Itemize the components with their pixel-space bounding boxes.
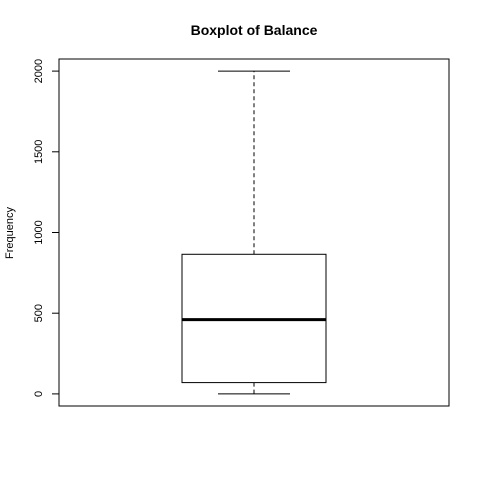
y-tick-label-2000: 2000 bbox=[33, 59, 45, 83]
y-tick-label-1000: 1000 bbox=[33, 220, 45, 244]
y-axis: 0 500 1000 1500 2000 bbox=[33, 59, 60, 397]
box-group bbox=[181, 70, 327, 395]
y-tick-label-500: 500 bbox=[33, 304, 45, 322]
y-axis-label: Frequency bbox=[4, 207, 16, 259]
y-tick-label-0: 0 bbox=[33, 391, 45, 397]
chart-title: Boxplot of Balance bbox=[191, 22, 318, 38]
y-tick-label-1500: 1500 bbox=[33, 140, 45, 164]
